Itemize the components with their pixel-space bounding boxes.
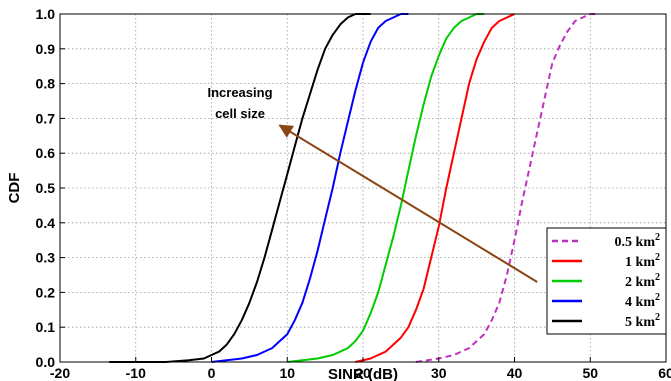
annotation: Increasing cell size [207, 85, 538, 283]
series-line-4 [211, 13, 409, 363]
y-tick-label: 0.8 [36, 76, 56, 92]
y-tick-label: 0.6 [36, 145, 56, 161]
annotation-arrow [278, 124, 538, 283]
x-tick-label: 20 [355, 365, 371, 381]
annotation-text-line-1: Increasing [207, 85, 272, 100]
legend-label-3: 2 km2 [625, 272, 660, 290]
series-lines [109, 13, 598, 363]
x-tick-label: -20 [50, 365, 70, 381]
x-tick-label: 0 [208, 365, 216, 381]
annotation-text-line-2: cell size [215, 106, 265, 121]
legend-label-1: 0.5 km2 [615, 232, 660, 250]
legend-label-5: 5 km2 [625, 312, 660, 330]
y-tick-label: 1.0 [36, 6, 56, 22]
x-tick-label: 40 [507, 365, 523, 381]
y-tick-label: 0.7 [36, 110, 56, 126]
x-tick-label: -10 [126, 365, 146, 381]
y-tick-label: 0.5 [36, 180, 56, 196]
y-tick-label: 0.0 [36, 354, 56, 370]
series-line-3 [287, 13, 485, 363]
x-tick-label: 30 [431, 365, 447, 381]
x-tick-label: 50 [582, 365, 598, 381]
series-line-2 [355, 13, 515, 363]
x-tick-label: 60 [658, 365, 671, 381]
legend-label-4: 4 km2 [625, 292, 660, 310]
y-tick-label: 0.3 [36, 250, 56, 266]
y-axis-title: CDF [6, 173, 23, 204]
y-tick-label: 0.1 [36, 319, 56, 335]
y-tick-label: 0.4 [36, 215, 56, 231]
axis-ticks: -20 -10 0 10 20 30 40 50 60 0.0 0.1 0.2 0.3 0.4 0.5 0.6… [36, 6, 671, 381]
legend: 0.5 km2 1 km2 2 km2 4 km2 5 km2 [546, 227, 667, 335]
x-axis-title: SINR (dB) [328, 366, 398, 381]
y-tick-label: 0.9 [36, 41, 56, 57]
series-line-5 [109, 13, 371, 363]
series-line-1 [415, 13, 598, 363]
legend-label-2: 1 km2 [625, 252, 660, 270]
x-tick-label: 10 [279, 365, 295, 381]
y-tick-label: 0.2 [36, 284, 56, 300]
